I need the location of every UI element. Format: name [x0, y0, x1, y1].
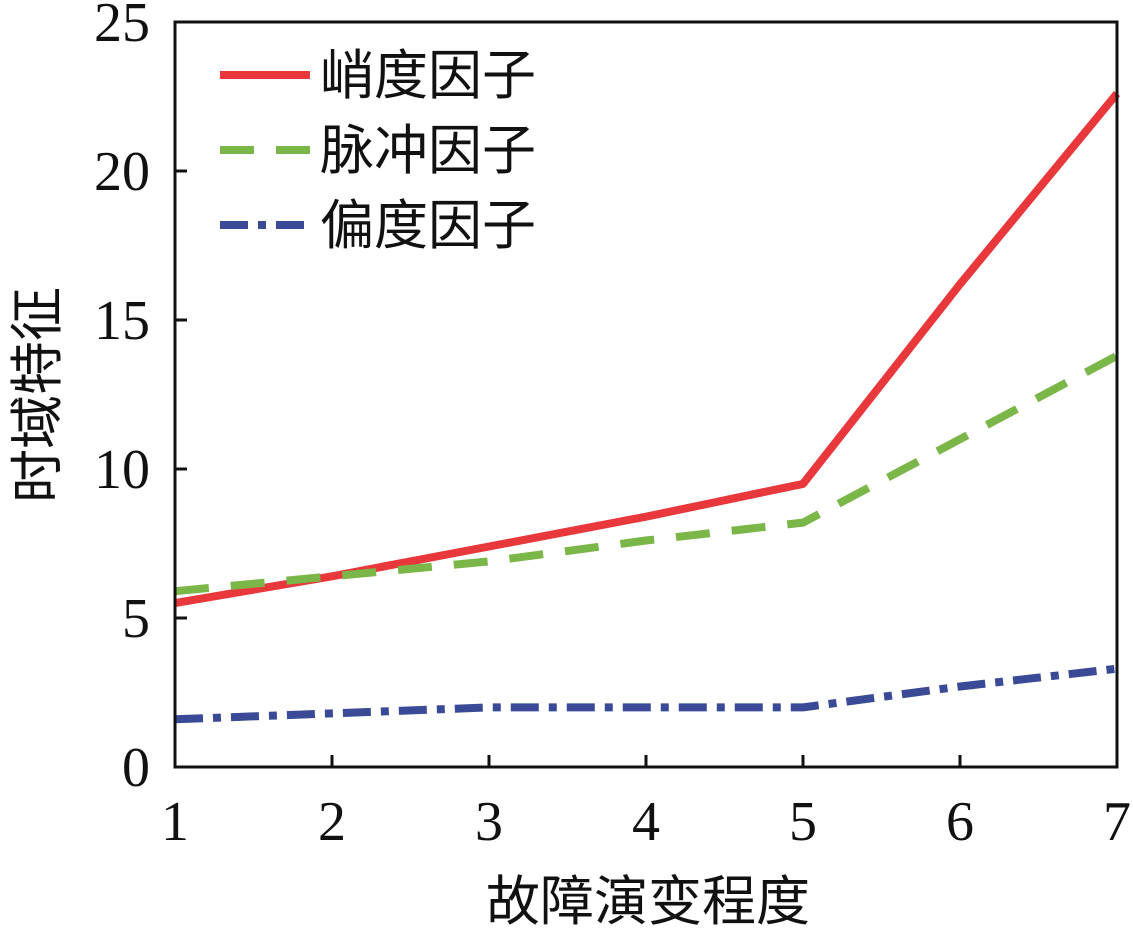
y-tick-label: 20 — [94, 141, 150, 203]
legend-label-1: 峭度因子 — [320, 44, 536, 107]
plot-frame — [173, 20, 1119, 769]
legend-label-2: 脉冲因子 — [320, 119, 536, 182]
x-axis-label: 故障演变程度 — [486, 870, 810, 933]
y-tick-label: 5 — [122, 588, 150, 650]
series-line-3 — [174, 664, 1118, 724]
y-tick-label: 0 — [122, 737, 150, 799]
x-tick-label: 3 — [475, 791, 503, 853]
y-axis-label: 时域特征 — [6, 287, 69, 503]
legend-label-3: 偏度因子 — [320, 194, 536, 257]
x-tick-label: 7 — [1103, 791, 1131, 853]
plot-lines — [174, 90, 1121, 724]
axes — [173, 20, 1119, 769]
x-tick-label: 2 — [318, 791, 346, 853]
y-tick-label: 25 — [94, 0, 150, 54]
y-tick-label: 15 — [94, 290, 150, 352]
series-line-2 — [174, 352, 1119, 596]
y-tick-label: 10 — [94, 439, 150, 501]
series-line-1 — [174, 90, 1121, 608]
x-tick-label: 5 — [789, 791, 817, 853]
x-tick-label: 6 — [946, 791, 974, 853]
ticks: 1 2 3 4 5 6 7 0 5 10 15 20 25 — [94, 0, 1131, 853]
x-tick-label: 4 — [632, 791, 660, 853]
x-tick-label: 1 — [161, 791, 189, 853]
